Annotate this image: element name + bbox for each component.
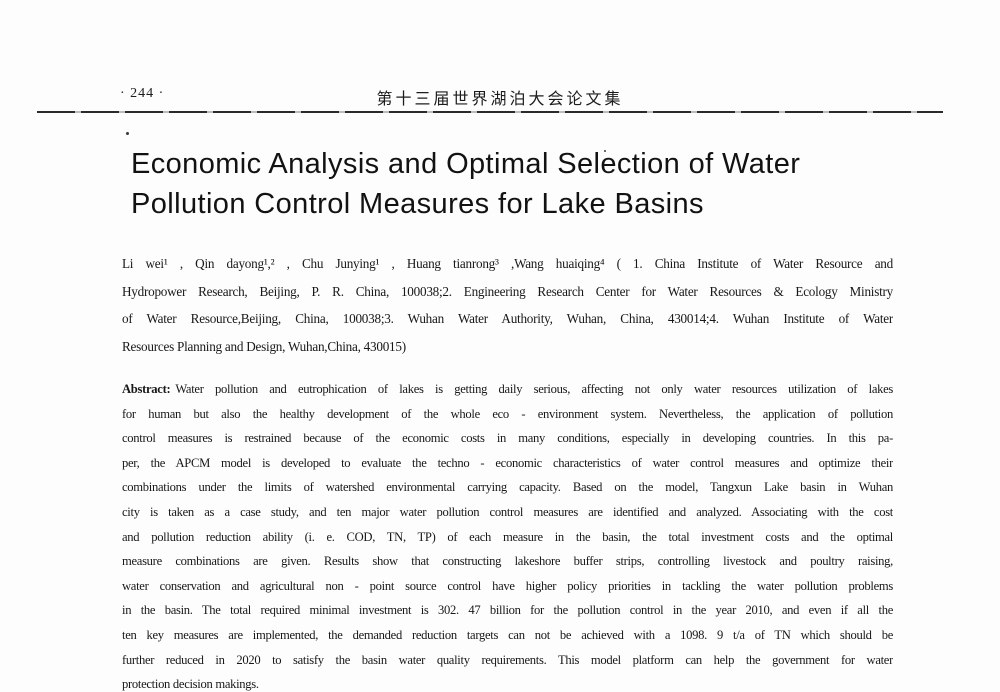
authors-line: of Water Resource,Beijing, China, 100038… [122, 311, 893, 326]
proceedings-title: 第十三届世界湖泊大会论文集 [376, 91, 624, 108]
abstract-line: water conservation and agricultural non … [122, 578, 893, 593]
paper-title: Economic Analysis and Optimal Selection … [131, 144, 800, 224]
abstract-line: and pollution reduction ability (i. e. C… [122, 529, 893, 544]
abstract-line: protection decision makings. [122, 677, 259, 692]
abstract-line: combinations under the limits of watersh… [122, 480, 893, 495]
authors-line: Hydropower Research, Beijing, P. R. Chin… [122, 283, 893, 299]
abstract-label: Abstract: [122, 382, 171, 396]
abstract-line: city is taken as a case study, and ten m… [122, 504, 893, 519]
scan-speck [604, 150, 606, 152]
abstract-line: ten key measures are implemented, the de… [122, 627, 893, 642]
abstract-line: per, the APCM model is developed to eval… [122, 455, 893, 470]
paper-title-line-2: Pollution Control Measures for Lake Basi… [131, 188, 704, 220]
abstract-line: measure combinations are given. Results … [122, 554, 893, 569]
authors-line: Resources Planning and Design, Wuhan,Chi… [122, 338, 406, 354]
abstract-line: Abstract: Water pollution and eutrophicat… [122, 377, 893, 402]
abstract-text: Water pollution and eutrophication of la… [175, 382, 893, 396]
abstract-line: in the basin. The total required minimal… [122, 603, 893, 618]
abstract-line: further reduced in 2020 to satisfy the b… [122, 652, 893, 667]
authors-affiliations: Li wei¹ , Qin dayong¹,² , Chu Junying¹ ,… [122, 250, 893, 360]
header-rule [37, 111, 943, 113]
paper-title-line-1: Economic Analysis and Optimal Selection … [131, 148, 801, 180]
abstract-section: Abstract: Water pollution and eutrophicat… [122, 377, 893, 692]
page-number: · 244 · [120, 86, 165, 101]
abstract-line: control measures is restrained because o… [122, 431, 893, 446]
abstract-line: for human but also the healthy developme… [122, 406, 893, 421]
scan-speck [126, 132, 129, 135]
page-header: · 244 · 第十三届世界湖泊大会论文集 [0, 85, 1000, 108]
authors-line: Li wei¹ , Qin dayong¹,² , Chu Junying¹ ,… [122, 256, 893, 271]
